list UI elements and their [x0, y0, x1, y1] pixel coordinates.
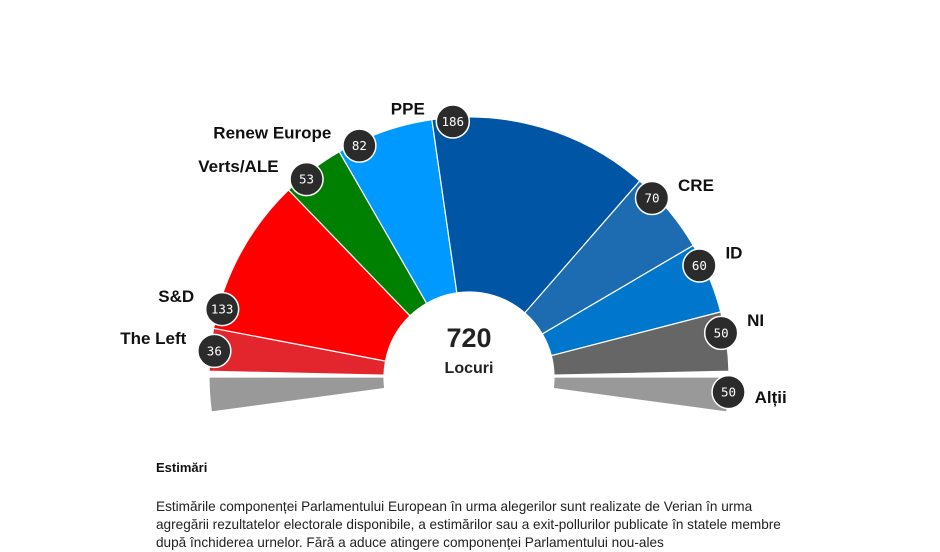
- seat-count-renew-europe: 82: [352, 138, 367, 153]
- seat-count-ni: 50: [714, 325, 729, 340]
- total-seats: 720: [446, 323, 491, 353]
- seat-count-the-left: 36: [207, 343, 222, 358]
- segment-ppe: [431, 116, 641, 314]
- seat-count-s-d: 133: [211, 302, 234, 317]
- seat-badges: 36 133 53 82 186 70 60 50 50: [197, 104, 746, 410]
- seat-count-altii: 50: [721, 385, 736, 400]
- party-label-s-d: S&D: [158, 287, 194, 306]
- party-label-ppe: PPE: [391, 100, 425, 119]
- party-label-the-left: The Left: [120, 329, 186, 348]
- notes-title: Estimări: [156, 460, 208, 475]
- party-label-cre: CRE: [678, 176, 714, 195]
- seat-badge-ppe: [435, 104, 471, 139]
- party-label-verts-ale: Verts/ALE: [198, 157, 278, 176]
- seat-count-verts-ale: 53: [299, 172, 314, 187]
- party-label-ni: NI: [747, 311, 764, 330]
- seat-badge-cre: [634, 180, 670, 216]
- total-seats-label: Locuri: [445, 360, 494, 377]
- seat-badge-renew-europe: [342, 128, 377, 163]
- party-label-altii: Alții: [755, 388, 787, 407]
- party-label-renew-europe: Renew Europe: [213, 124, 331, 143]
- party-label-id: ID: [725, 244, 742, 263]
- seat-count-id: 60: [692, 258, 707, 273]
- seat-badge-s-d: [204, 291, 240, 327]
- seat-badge-the-left: [197, 333, 232, 369]
- segment-s-d: [212, 189, 411, 362]
- notes-body: Estimările componenței Parlamentului Eur…: [156, 499, 781, 550]
- seat-count-ppe: 186: [442, 114, 465, 129]
- seat-badge-altii: [711, 374, 746, 410]
- notes-section: Estimări Estimările componenței Parlamen…: [156, 460, 796, 552]
- segment-altii-right: [552, 376, 730, 413]
- parliament-chart: 36 133 53 82 186 70 60 50 50 The Left S&D Verts/AL…: [120, 100, 787, 413]
- seat-badge-id: [682, 248, 717, 283]
- seat-badge-ni: [703, 315, 739, 351]
- segment-altii-left: [208, 376, 386, 413]
- party-labels: The Left S&D Verts/ALE Renew Europe PPE CRE ID…: [120, 100, 786, 408]
- seat-count-cre: 70: [645, 191, 660, 206]
- seat-badge-verts-ale: [289, 161, 324, 197]
